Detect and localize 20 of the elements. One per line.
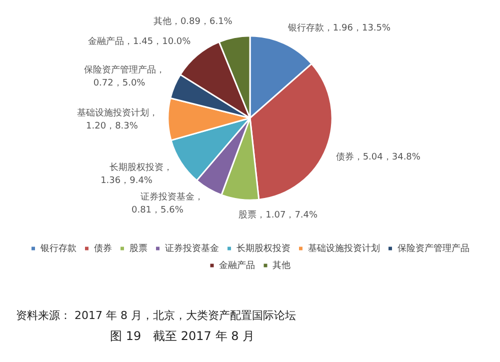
legend-label: 债券: [94, 242, 112, 254]
text: 资料来源： 2017 年 8 月，北京，大类资产配置国际论坛: [16, 308, 296, 323]
data-label: 股票，1.07，7.4%: [238, 210, 318, 221]
legend-label: 其他: [272, 260, 290, 271]
legend-label: 股票: [129, 242, 148, 254]
caption: 图 19 截至 2017 年 8 月: [110, 328, 255, 345]
data-label: 其他，0.89，6.1%: [153, 16, 233, 27]
legend-label: 银行存款: [39, 242, 76, 254]
data-label: 基础设施投资计划，1.20，8.3%: [76, 108, 158, 132]
data-label: 保险资产管理产品，0.72，5.0%: [84, 64, 166, 88]
data-label: 债券，5.04，34.8%: [336, 152, 421, 163]
legend-label: 基础设施投资计划: [308, 242, 380, 254]
legend-label: 金融产品: [219, 260, 255, 271]
data-label: 金融产品，1.45，10.0%: [88, 36, 192, 47]
legend-label: 保险资产管理产品: [397, 242, 470, 254]
data-label: 长期股权投资，1.36，9.4%: [100, 162, 172, 186]
legend-label: 长期股权投资: [236, 242, 290, 254]
data-label: 证券投资基金，0.81，5.6%: [131, 192, 204, 216]
legend-label: 证券投资基金: [164, 242, 219, 254]
data-label: 银行存款，1.96，13.5%: [286, 22, 392, 34]
